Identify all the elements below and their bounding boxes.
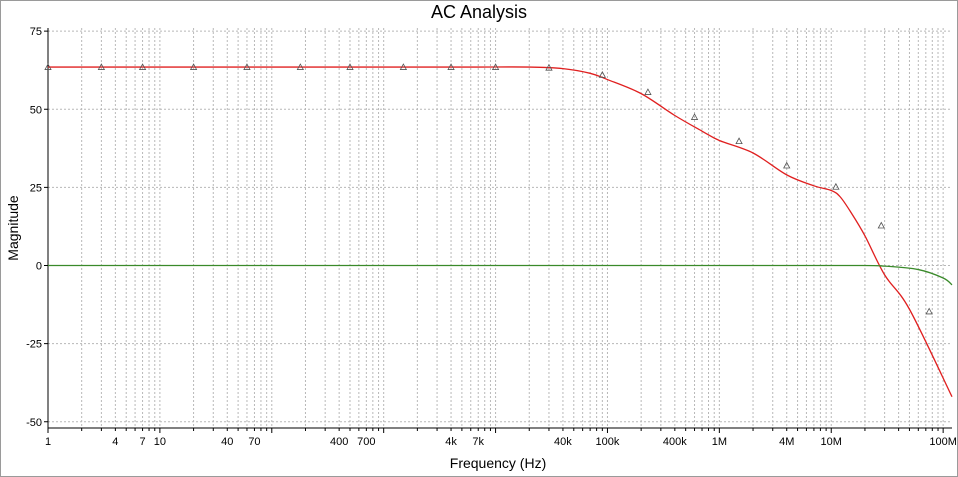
series-marker bbox=[598, 71, 607, 78]
series-marker bbox=[735, 137, 743, 145]
series-marker bbox=[346, 63, 354, 70]
x-tick-label: 4k bbox=[445, 436, 457, 448]
series-marker bbox=[925, 307, 933, 315]
series-marker bbox=[447, 63, 455, 70]
series-marker bbox=[138, 63, 147, 70]
x-tick-label: 4 bbox=[112, 436, 118, 448]
series-marker bbox=[877, 221, 885, 229]
x-tick-label: 1 bbox=[45, 436, 51, 448]
marker-layer bbox=[44, 63, 933, 315]
series-marker bbox=[783, 161, 791, 169]
series-marker bbox=[243, 63, 251, 70]
y-tick-label: 0 bbox=[36, 261, 42, 273]
y-tick-label: 25 bbox=[30, 182, 42, 194]
series-layer bbox=[48, 66, 953, 398]
series-marker bbox=[491, 63, 500, 70]
y-tick-label: 50 bbox=[30, 104, 42, 116]
series-marker bbox=[644, 88, 652, 95]
grid bbox=[48, 28, 952, 428]
x-tick-label: 1M bbox=[712, 436, 727, 448]
x-tick-label: 100k bbox=[596, 436, 620, 448]
plot-area bbox=[48, 28, 952, 428]
series-line-2 bbox=[48, 264, 953, 286]
x-tick-labels: 1 4 7 10 40 70 400 700 4k 7k 40k 100k 400k 1M 4M 10M 100… bbox=[45, 436, 957, 448]
axes bbox=[44, 28, 952, 433]
y-axis-title: Magnitude bbox=[5, 195, 21, 261]
x-tick-label: 40k bbox=[554, 436, 572, 448]
series-marker bbox=[399, 63, 408, 70]
x-tick-label: 700 bbox=[357, 436, 375, 448]
x-tick-label: 7k bbox=[472, 436, 484, 448]
chart-title: AC Analysis bbox=[430, 2, 528, 22]
y-tick-labels: 75 50 25 0 -25 -50 bbox=[26, 26, 42, 429]
x-tick-label: 70 bbox=[248, 436, 260, 448]
series-marker bbox=[44, 63, 52, 70]
x-tick-label: 10M bbox=[821, 436, 842, 448]
y-tick-label: 75 bbox=[30, 26, 42, 38]
y-tick-label: -25 bbox=[26, 339, 42, 351]
series-marker bbox=[690, 113, 699, 120]
series-marker bbox=[832, 182, 840, 190]
series-line-1 bbox=[48, 66, 953, 398]
x-tick-label: 40 bbox=[221, 436, 233, 448]
plot-background bbox=[48, 28, 952, 428]
x-tick-label: 400k bbox=[663, 436, 687, 448]
series-marker bbox=[189, 63, 198, 70]
x-axis-title: Frequency (Hz) bbox=[450, 455, 546, 471]
x-tick-label: 4M bbox=[779, 436, 794, 448]
series-marker bbox=[97, 63, 106, 70]
x-tick-label: 10 bbox=[154, 436, 166, 448]
x-tick-label: 400 bbox=[330, 436, 348, 448]
x-tick-label: 100M bbox=[929, 436, 957, 448]
series-marker bbox=[545, 63, 553, 71]
x-tick-label: 7 bbox=[139, 436, 145, 448]
series-marker bbox=[296, 63, 305, 70]
y-tick-label: -50 bbox=[26, 417, 42, 429]
